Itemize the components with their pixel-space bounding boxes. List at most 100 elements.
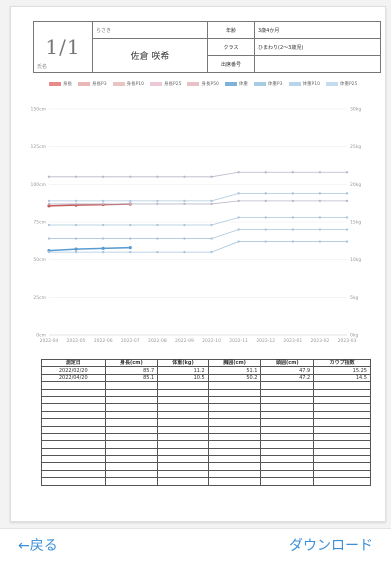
legend-swatch (288, 81, 301, 86)
data-point (318, 171, 322, 174)
table-cell: 11.2 (157, 366, 209, 375)
growth-chart: 0cm 0kg 25cm 5kg 50cm 10kg 75cm 15kg 100cm 20kg 12… (31, 107, 362, 345)
data-point (264, 192, 267, 195)
data-point (74, 247, 78, 251)
data-point (74, 250, 78, 254)
side-label: 氏名 (37, 64, 48, 70)
chart-legend: 身長 身長P3 身長P10 身長P25 身長P50 体重 体重P3 体重P10 体重P25 (49, 81, 379, 90)
data-point (345, 192, 349, 195)
document-viewer: 1/1 氏名 らさき 年齢 3歳4か月 佐倉 咲希 クラス ひまわり(2〜3歳児… (0, 0, 391, 528)
table-cell (207, 388, 262, 397)
table-cell (41, 395, 106, 405)
data-point (47, 199, 51, 203)
column-header: 身長(cm) (104, 358, 159, 368)
table-cell (207, 469, 262, 479)
x-tick-label: 2022-10 (202, 338, 221, 344)
furigana-cell: らさき (92, 21, 208, 39)
table-row-empty (41, 395, 371, 405)
legend-item: 体重P10 (288, 81, 320, 87)
table-cell (260, 455, 315, 464)
table-cell (313, 447, 371, 457)
table-cell (157, 462, 209, 471)
legend-swatch (49, 81, 61, 86)
table-header-row: 測定日 身長(cm) 体重(kg) 胸囲(cm) 頭囲(cm) カウプ指数 (41, 358, 371, 368)
data-point (74, 237, 78, 240)
data-point (345, 199, 349, 203)
measurements-table: 測定日 身長(cm) 体重(kg) 胸囲(cm) 頭囲(cm) カウプ指数 2022/02… (41, 358, 371, 486)
data-point (210, 202, 213, 206)
series-line (49, 217, 347, 226)
data-point (264, 240, 267, 243)
download-button[interactable]: ダウンロード (289, 538, 373, 554)
table-cell (313, 440, 371, 449)
data-point (156, 199, 159, 203)
data-point (101, 237, 105, 240)
table-cell (41, 418, 106, 427)
data-point (47, 175, 51, 178)
table-cell: 10.5 (157, 373, 209, 383)
data-point (237, 192, 240, 195)
table-cell (157, 455, 209, 464)
table-cell (157, 410, 209, 420)
y-right-tick-label: 15kg (350, 220, 361, 226)
table-cell (313, 403, 371, 412)
table-cell (104, 410, 159, 420)
table-cell (104, 395, 159, 405)
table-cell (41, 403, 106, 412)
y-left-tick-label: 100cm (31, 182, 46, 188)
page-indicator: 1/1 (45, 35, 81, 59)
x-tick-label: 2023-02 (311, 338, 330, 344)
legend-swatch (78, 81, 90, 86)
data-point (183, 223, 186, 227)
y-right-tick-label: 30kg (350, 107, 361, 113)
legend-swatch (253, 81, 266, 86)
table-cell: 2022/04/20 (41, 373, 106, 383)
data-point (291, 240, 295, 243)
legend-item: 身長P3 (78, 81, 107, 87)
table-cell (104, 388, 159, 397)
legend-label: 身長P10 (126, 82, 145, 87)
data-point (156, 250, 159, 254)
data-point (291, 171, 295, 174)
data-point (291, 199, 295, 203)
column-header: 測定日 (41, 358, 106, 368)
table-cell (104, 425, 159, 434)
data-point (156, 223, 159, 227)
data-point (183, 237, 186, 240)
data-point (318, 240, 322, 243)
table-cell (104, 477, 159, 486)
data-point (156, 202, 159, 206)
table-row-empty (41, 440, 371, 449)
back-button[interactable]: ←戻る (18, 538, 58, 554)
column-header: 胸囲(cm) (207, 358, 262, 368)
table-cell (207, 381, 262, 390)
table-cell (41, 447, 106, 457)
table-cell (207, 455, 262, 464)
table-cell (207, 403, 262, 412)
legend-label: 身長 (63, 82, 72, 87)
series-line (49, 171, 347, 178)
data-point (129, 250, 132, 254)
series-line (48, 246, 131, 252)
y-left-tick-label: 25cm (33, 295, 46, 301)
age-label: 年齢 (207, 21, 255, 39)
data-point (183, 175, 186, 178)
data-point (264, 171, 267, 174)
data-point (129, 223, 132, 227)
x-tick-label: 2022-09 (175, 338, 194, 344)
legend-swatch (224, 81, 237, 86)
data-point (237, 199, 240, 203)
table-cell (104, 381, 159, 390)
column-header: カウプ指数 (313, 358, 371, 368)
table-cell (260, 381, 315, 390)
data-point (156, 237, 159, 240)
data-point (129, 202, 132, 206)
x-tick-label: 2022-07 (121, 338, 140, 344)
data-point (237, 171, 240, 174)
table-cell (260, 388, 315, 397)
table-cell: 14.5 (313, 373, 371, 383)
growth-record-page: 1/1 氏名 らさき 年齢 3歳4か月 佐倉 咲希 クラス ひまわり(2〜3歳児… (10, 6, 386, 522)
table-cell (41, 455, 106, 464)
legend-label: 体重P10 (302, 82, 320, 87)
table-cell (41, 410, 106, 420)
